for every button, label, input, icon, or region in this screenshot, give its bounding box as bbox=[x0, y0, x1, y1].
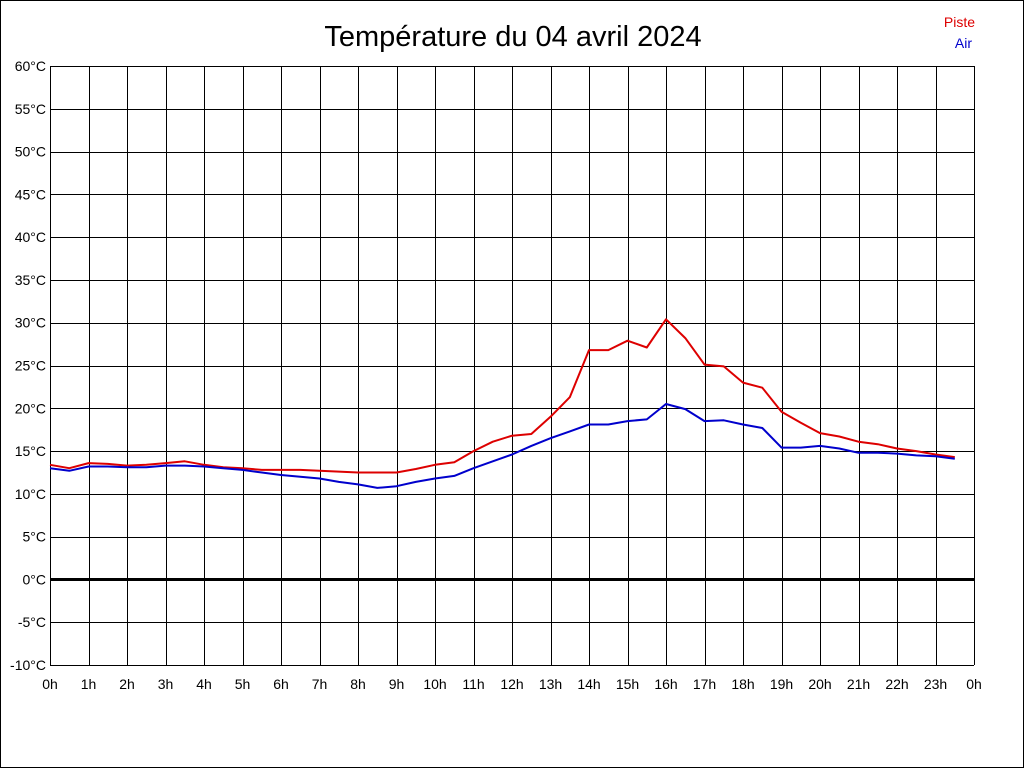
y-tick-label: 45°C bbox=[15, 186, 46, 202]
legend-entry-air: Air bbox=[955, 35, 972, 51]
x-tick-label: 5h bbox=[235, 676, 251, 692]
x-tick-label: 6h bbox=[273, 676, 289, 692]
series-line-air bbox=[49, 403, 955, 489]
y-tick-label: 10°C bbox=[15, 486, 46, 502]
x-tick-label: 14h bbox=[577, 676, 600, 692]
y-tick-label: 40°C bbox=[15, 229, 46, 245]
x-tick-label: 22h bbox=[885, 676, 908, 692]
x-tick-label: 20h bbox=[808, 676, 831, 692]
x-tick-label: 19h bbox=[770, 676, 793, 692]
x-tick-label: 9h bbox=[389, 676, 405, 692]
chart-title: Température du 04 avril 2024 bbox=[324, 21, 701, 53]
x-tick-label: 1h bbox=[81, 676, 97, 692]
legend: Piste Air bbox=[944, 14, 975, 51]
y-tick-label: -10°C bbox=[10, 657, 46, 673]
x-tick-label: 16h bbox=[654, 676, 677, 692]
y-tick-label: 15°C bbox=[15, 443, 46, 459]
y-tick-label: 30°C bbox=[15, 315, 46, 331]
y-tick-label: 5°C bbox=[23, 529, 47, 545]
x-tick-label: 17h bbox=[693, 676, 716, 692]
y-tick-label: 60°C bbox=[15, 58, 46, 74]
y-tick-label: 20°C bbox=[15, 400, 46, 416]
x-tick-label: 3h bbox=[158, 676, 174, 692]
y-tick-label: 50°C bbox=[15, 144, 46, 160]
x-tick-label: 2h bbox=[119, 676, 135, 692]
y-tick-label: 25°C bbox=[15, 358, 46, 374]
grid bbox=[50, 66, 975, 666]
y-tick-label: 0°C bbox=[23, 571, 47, 587]
y-tick-label: 35°C bbox=[15, 272, 46, 288]
x-tick-label: 15h bbox=[616, 676, 639, 692]
series-line-piste bbox=[49, 318, 955, 474]
y-tick-label: -5°C bbox=[18, 614, 46, 630]
x-tick-label: 10h bbox=[423, 676, 446, 692]
x-tick-label: 0h bbox=[966, 676, 982, 692]
x-tick-label: 18h bbox=[731, 676, 754, 692]
x-tick-label: 11h bbox=[462, 676, 484, 692]
y-tick-label: 55°C bbox=[15, 101, 46, 117]
x-tick-label: 13h bbox=[539, 676, 562, 692]
x-tick-label: 21h bbox=[847, 676, 870, 692]
series-lines bbox=[49, 318, 955, 489]
x-tick-label: 4h bbox=[196, 676, 212, 692]
legend-entry-piste: Piste bbox=[944, 14, 975, 30]
tick-labels: 60°C 55°C 50°C 45°C 40°C 35°C 30°C 25°C 20°C 15°C… bbox=[10, 58, 982, 692]
x-tick-label: 8h bbox=[350, 676, 366, 692]
x-tick-label: 12h bbox=[500, 676, 523, 692]
x-tick-label: 23h bbox=[924, 676, 947, 692]
x-tick-label: 0h bbox=[42, 676, 58, 692]
x-tick-label: 7h bbox=[312, 676, 328, 692]
